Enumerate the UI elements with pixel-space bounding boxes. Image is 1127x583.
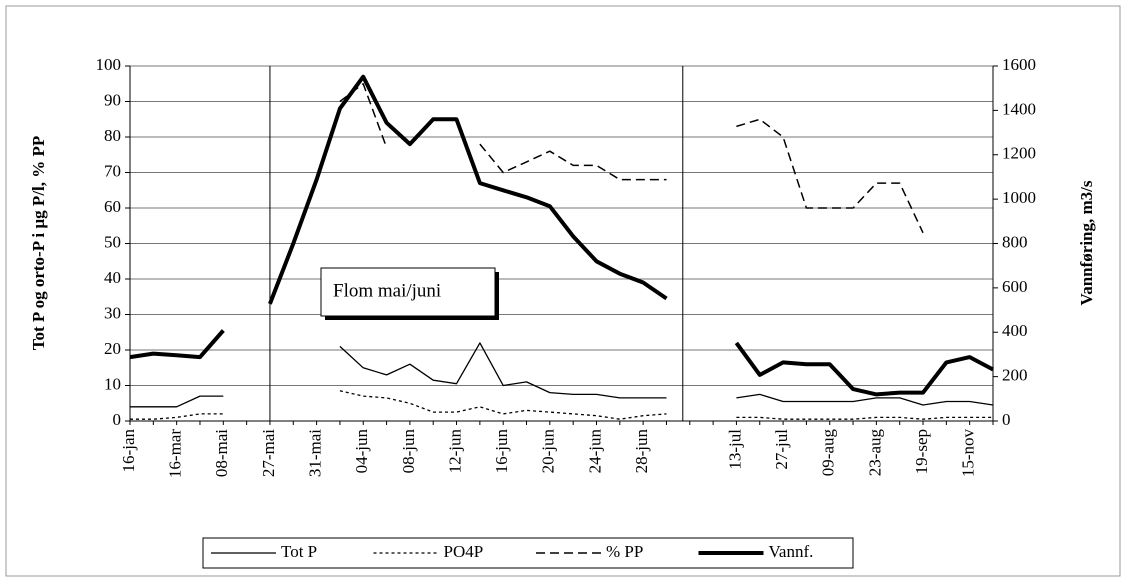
legend-label: % PP [606,542,643,561]
y2-tick-label: 200 [1002,366,1028,385]
x-tick-label: 24-jun [585,429,604,474]
y2-tick-label: 0 [1002,410,1011,429]
y-tick-label: 90 [104,90,121,109]
x-tick-label: 16-jun [492,429,511,474]
x-tick-label: 27-mai [259,429,278,477]
x-tick-label: 23-aug [865,429,884,477]
y2-tick-label: 800 [1002,232,1028,251]
series-line [339,83,924,234]
y2-tick-label: 400 [1002,321,1028,340]
legend-label: Tot P [281,542,317,561]
y2-tick-label: 1000 [1002,188,1036,207]
series-line [130,342,994,408]
annotation-box [320,267,496,317]
y2-axis-title: Vannføring, m3/s [1077,180,1096,305]
y-tick-label: 0 [113,410,122,429]
x-tick-label: 19-sep [912,429,931,474]
y-axis-title: Tot P og orto-P i µg P/l, % PP [29,136,48,351]
series-line [130,390,993,420]
series-line [129,74,994,397]
annotation: Flom mai/juni [333,280,441,301]
y-tick-label: 80 [104,126,121,145]
x-tick-label: 08-mai [212,429,231,477]
x-tick-label: 12-jun [445,429,464,474]
x-tick-label: 27-jul [772,429,791,470]
y2-tick-label: 1200 [1002,144,1036,163]
chart-border [5,5,1121,577]
y-tick-label: 30 [104,303,121,322]
x-tick-label: 08-jun [399,429,418,474]
x-tick-label: 28-jun [632,429,651,474]
legend-label: PO4P [444,542,484,561]
y-tick-label: 10 [104,374,121,393]
x-tick-label: 20-jun [539,429,558,474]
x-tick-label: 04-jun [352,429,371,474]
x-tick-label: 16-mar [166,429,185,478]
y2-tick-label: 1400 [1002,99,1036,118]
x-tick-label: 16-jan [119,429,138,473]
y2-tick-label: 600 [1002,277,1028,296]
x-tick-label: 09-aug [819,429,838,477]
y2-tick-label: 1600 [1002,55,1036,74]
legend-label: Vannf. [769,542,814,561]
x-tick-label: 15-nov [959,429,978,478]
y-tick-label: 70 [104,161,121,180]
y-tick-label: 50 [104,232,121,251]
x-tick-label: 31-mai [306,429,325,477]
y-tick-label: 60 [104,197,121,216]
y-tick-label: 20 [104,339,121,358]
x-tick-label: 13-jul [725,429,744,470]
y-tick-label: 40 [104,268,121,287]
y-tick-label: 100 [96,55,122,74]
